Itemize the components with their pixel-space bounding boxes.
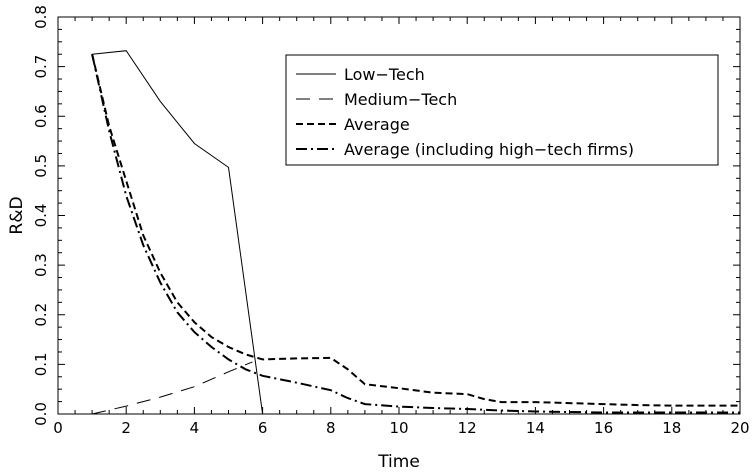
y-tick-label: 0.3 [32, 253, 50, 277]
legend-box [285, 54, 719, 166]
x-tick-label: 0 [53, 419, 63, 437]
x-tick-label: 10 [389, 419, 408, 437]
x-tick-label: 12 [458, 419, 477, 437]
series-line-2 [91, 361, 253, 415]
series-lines [91, 50, 740, 415]
y-tick-label: 0.0 [32, 402, 50, 426]
x-tick-label: 2 [121, 419, 131, 437]
legend-label-4: Average (including high−tech firms) [344, 140, 634, 159]
y-tick-label: 0.4 [32, 204, 50, 228]
x-tick-label: 6 [258, 419, 268, 437]
series-line-4 [91, 53, 740, 414]
legend-label-1: Low−Tech [344, 65, 425, 84]
x-tick-label: 16 [594, 419, 613, 437]
x-tick-label: 14 [526, 419, 545, 437]
y-tick-label: 0.8 [32, 5, 50, 29]
series-line-1 [92, 50, 264, 415]
legend-label-3: Average [344, 115, 410, 134]
y-tick-label: 0.7 [32, 55, 50, 79]
y-tick-label: 0.2 [32, 303, 50, 327]
legend-label-2: Medium−Tech [344, 90, 457, 109]
y-tick-label: 0.1 [32, 352, 50, 376]
x-axis-title: Time [377, 452, 420, 472]
y-tick-label: 0.6 [32, 104, 50, 128]
x-tick-label: 20 [730, 419, 749, 437]
x-tick-label: 4 [190, 419, 200, 437]
x-tick-label: 18 [662, 419, 681, 437]
axis-ticks [57, 16, 741, 415]
y-tick-label: 0.5 [32, 154, 50, 178]
y-axis-title: R&D [7, 196, 27, 234]
x-tick-label: 8 [326, 419, 336, 437]
legend: Low−Tech Medium−Tech Average Average (inclu… [285, 54, 719, 166]
axis-tick-labels: 0 2 4 6 8 10 12 14 16 18 20 0.0 0.1 0.2 0.3 0.4 0.5 0.6 0.… [32, 5, 750, 437]
series-line-3 [91, 53, 740, 407]
